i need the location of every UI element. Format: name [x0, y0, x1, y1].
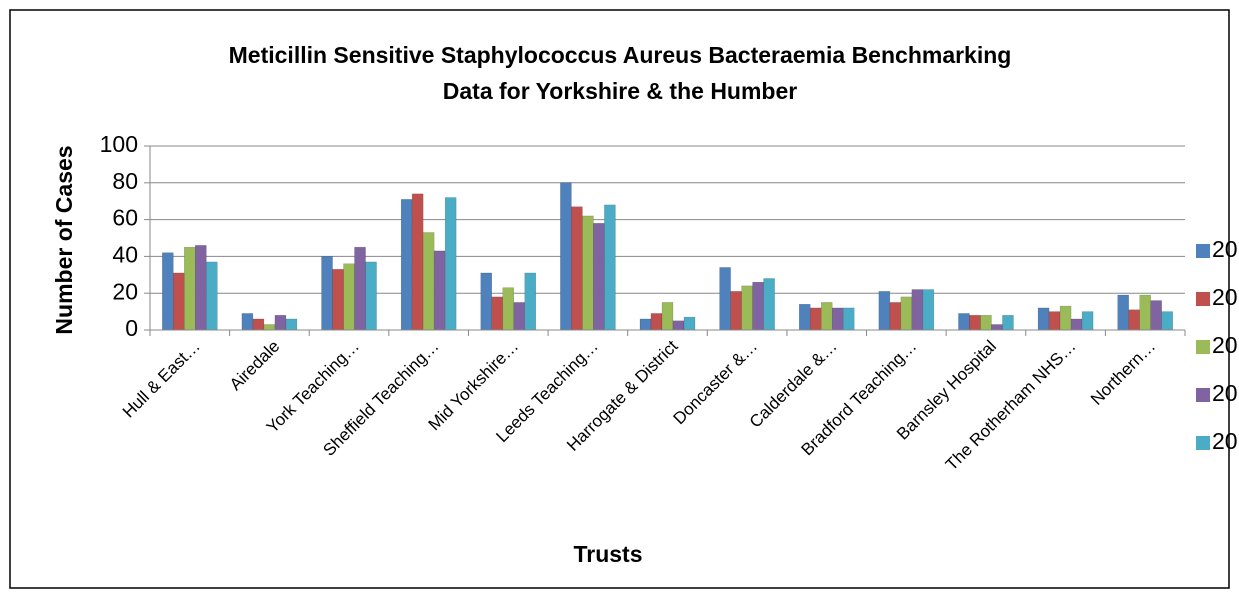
bar — [343, 263, 355, 331]
x-axis-title: Trusts — [573, 541, 642, 567]
legend-label: 2011/12 — [1212, 236, 1239, 262]
bar — [1150, 300, 1162, 331]
y-tick-label: 100 — [100, 131, 138, 157]
bar — [593, 223, 605, 331]
bar — [719, 267, 731, 331]
bar — [582, 215, 594, 331]
bar — [922, 289, 935, 331]
bar — [831, 307, 844, 331]
bar — [900, 296, 913, 331]
bar — [911, 289, 924, 331]
bar — [184, 246, 196, 331]
bar — [480, 272, 493, 331]
legend-label: 2013/14 — [1212, 332, 1239, 358]
legend-swatch — [1196, 340, 1210, 354]
y-tick-label: 20 — [112, 278, 138, 304]
legend-swatch — [1196, 436, 1210, 450]
bar — [513, 302, 526, 331]
bar — [672, 320, 685, 331]
legend-label: 2014/15 — [1212, 380, 1239, 406]
bar — [1059, 305, 1072, 331]
y-tick-label: 0 — [125, 315, 138, 341]
bar — [195, 245, 207, 331]
y-tick-label: 80 — [112, 168, 138, 194]
bar — [263, 324, 276, 331]
bar — [752, 281, 764, 331]
bar — [354, 246, 366, 331]
bar — [842, 307, 855, 331]
bar — [763, 278, 775, 331]
bar — [274, 315, 287, 331]
bar — [1139, 294, 1151, 331]
chart-title: Data for Yorkshire & the Humber — [443, 78, 798, 104]
bar — [1161, 311, 1173, 331]
bar — [889, 302, 902, 331]
bar — [1070, 318, 1083, 331]
y-axis-title: Number of Cases — [51, 145, 77, 334]
bar — [809, 307, 822, 331]
chart-title: Meticillin Sensitive Staphylococcus Aure… — [229, 42, 1012, 68]
bar — [491, 296, 504, 331]
legend-label: 2012/13 — [1212, 284, 1239, 310]
bar — [741, 285, 753, 331]
bar — [502, 287, 515, 331]
bar — [878, 291, 891, 331]
bar — [524, 272, 537, 331]
bar — [1037, 307, 1050, 331]
bar — [365, 261, 377, 331]
bar — [604, 204, 616, 331]
bar — [285, 318, 298, 331]
bar — [639, 318, 652, 331]
bar — [560, 182, 572, 331]
bar — [730, 291, 742, 331]
bar — [1048, 311, 1061, 331]
bar — [400, 199, 413, 331]
bar — [1128, 309, 1140, 331]
bar — [1081, 311, 1094, 331]
y-tick-label: 60 — [112, 205, 138, 231]
bar — [969, 315, 981, 331]
bar — [252, 318, 265, 331]
legend-swatch — [1196, 388, 1210, 402]
bar — [411, 193, 424, 331]
bar — [980, 315, 992, 331]
bar — [661, 302, 674, 331]
bar — [1117, 294, 1129, 331]
bar — [798, 303, 811, 331]
bar — [991, 324, 1003, 331]
legend-swatch — [1196, 244, 1210, 258]
bar — [650, 313, 663, 331]
legend-label: 2015/16 — [1212, 428, 1239, 454]
bar — [422, 232, 435, 331]
bar — [571, 206, 583, 331]
bar — [820, 302, 833, 331]
legend-swatch — [1196, 292, 1210, 306]
y-tick-label: 40 — [112, 241, 138, 267]
bar — [958, 313, 970, 331]
bar — [1002, 315, 1014, 331]
bar — [321, 256, 333, 331]
bar — [241, 313, 254, 331]
bar — [332, 269, 344, 331]
bar — [173, 272, 185, 331]
bar — [433, 250, 446, 331]
bar — [162, 252, 174, 331]
bar — [206, 261, 218, 331]
bar — [444, 197, 457, 331]
bar — [683, 316, 696, 331]
